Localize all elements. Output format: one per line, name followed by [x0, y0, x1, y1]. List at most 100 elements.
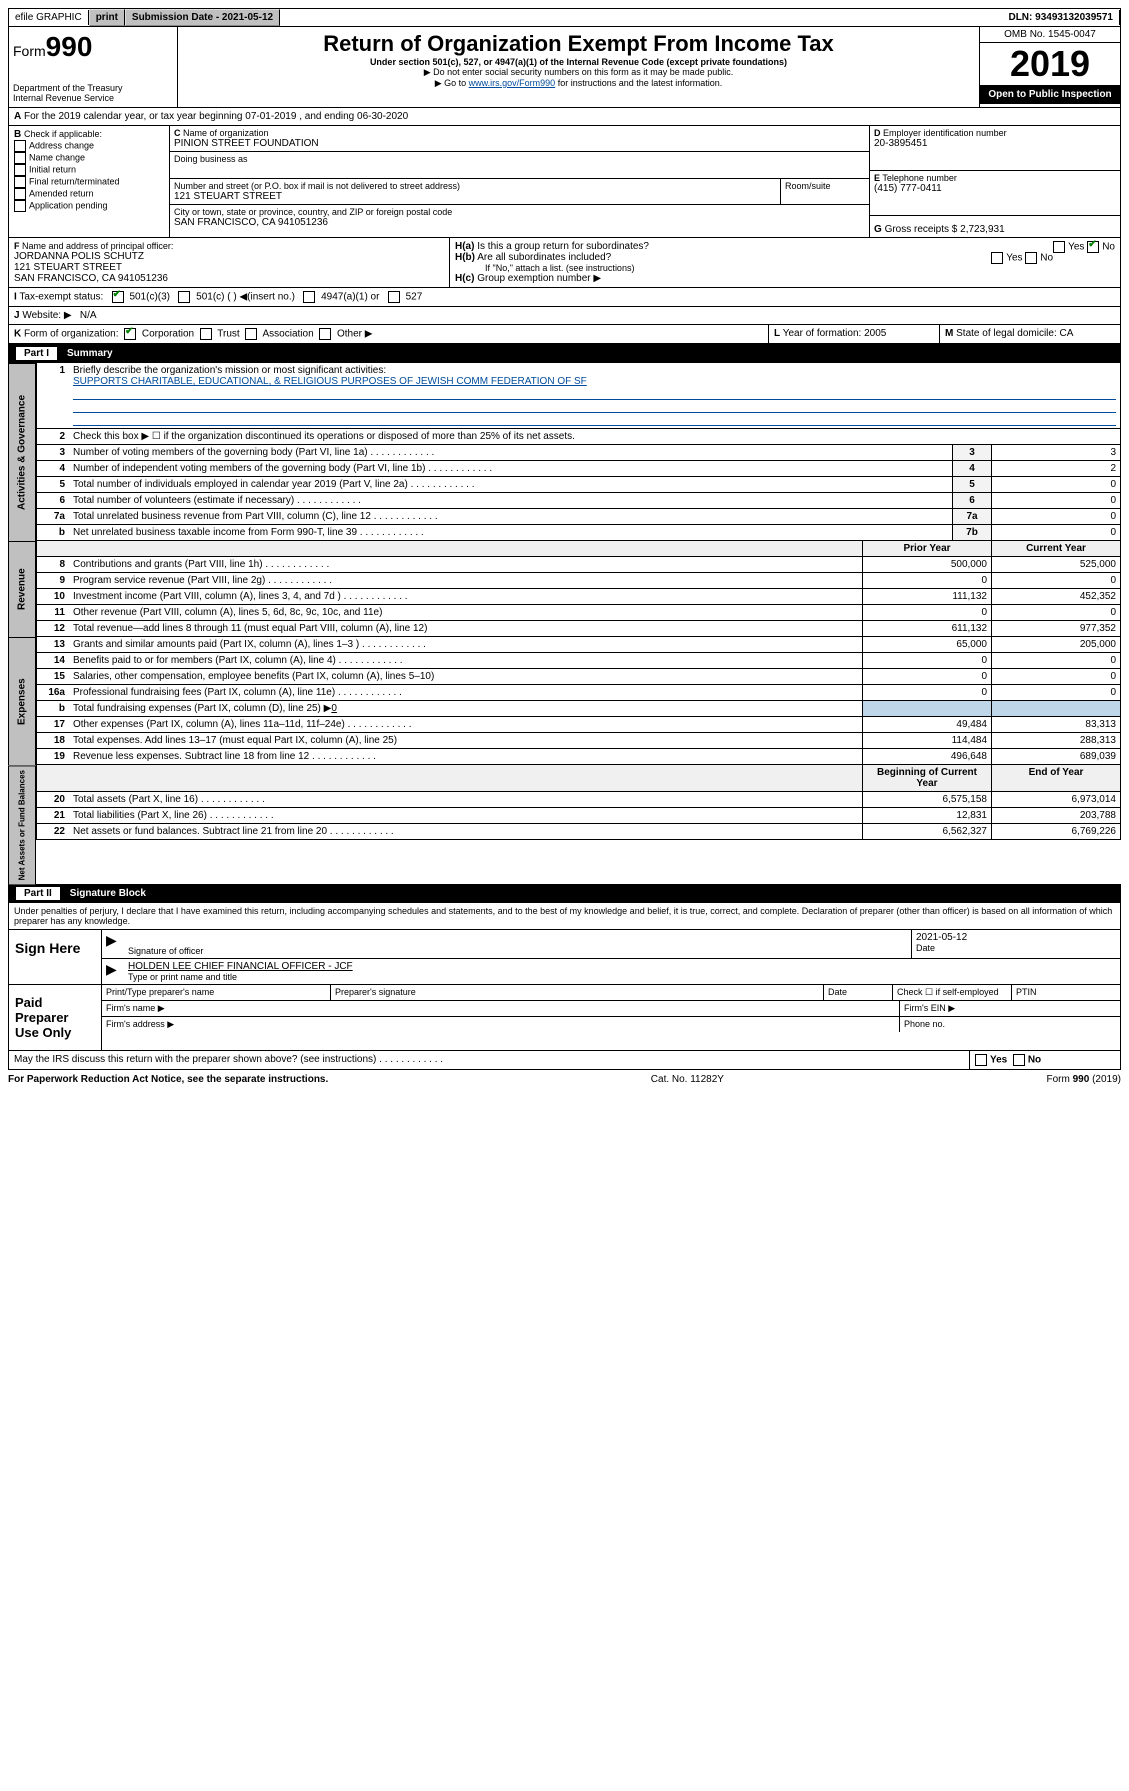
- perjury-text: Under penalties of perjury, I declare th…: [9, 903, 1120, 929]
- l4-label: Number of independent voting members of …: [69, 461, 953, 477]
- tab-revenue: Revenue: [8, 541, 36, 637]
- pra-notice: For Paperwork Reduction Act Notice, see …: [8, 1074, 328, 1085]
- hb-note: If "No," attach a list. (see instruction…: [455, 263, 1115, 273]
- application-pending-checkbox[interactable]: [14, 200, 26, 212]
- form-number: Form990: [13, 31, 173, 63]
- website-value: N/A: [80, 310, 97, 321]
- form-title: Return of Organization Exempt From Incom…: [182, 31, 975, 57]
- hc-label: Group exemption number ▶: [477, 273, 601, 284]
- tax-year: 2019: [980, 43, 1120, 85]
- netassets-table: Beginning of Current YearEnd of Year 20T…: [36, 765, 1121, 840]
- l4-value: 2: [992, 461, 1121, 477]
- discuss-yes-checkbox[interactable]: [975, 1054, 987, 1066]
- discuss-label: May the IRS discuss this return with the…: [14, 1054, 443, 1065]
- corporation-checkbox[interactable]: [124, 328, 136, 340]
- association-checkbox[interactable]: [245, 328, 257, 340]
- efile-label: efile GRAPHIC: [9, 10, 89, 25]
- submission-date-button[interactable]: Submission Date - 2021-05-12: [125, 9, 280, 26]
- phone-value: (415) 777-0411: [874, 183, 1116, 194]
- sign-here-block: Sign Here ▶ Signature of officer 2021-05…: [8, 930, 1121, 985]
- preparer-name-label: Print/Type preparer's name: [102, 985, 331, 1000]
- other-checkbox[interactable]: [319, 328, 331, 340]
- officer-label: Name and address of principal officer:: [22, 241, 173, 251]
- l3-value: 3: [992, 445, 1121, 461]
- page-footer: For Paperwork Reduction Act Notice, see …: [8, 1070, 1121, 1085]
- city-label: City or town, state or province, country…: [174, 207, 865, 217]
- mission-text: SUPPORTS CHARITABLE, EDUCATIONAL, & RELI…: [73, 376, 587, 387]
- hb-yes-checkbox[interactable]: [991, 252, 1003, 264]
- tab-expenses: Expenses: [8, 637, 36, 765]
- ha-yes-checkbox[interactable]: [1053, 241, 1065, 253]
- sig-date-label: Date: [916, 943, 1116, 953]
- l7b-label: Net unrelated business taxable income fr…: [69, 525, 953, 541]
- discuss-no-checkbox[interactable]: [1013, 1054, 1025, 1066]
- typed-name: HOLDEN LEE CHIEF FINANCIAL OFFICER - JCF: [128, 961, 1116, 972]
- name-change-checkbox[interactable]: [14, 152, 26, 164]
- boy-header: Beginning of Current Year: [863, 765, 992, 792]
- print-button[interactable]: print: [89, 9, 125, 26]
- l1-label: Briefly describe the organization's miss…: [73, 365, 386, 376]
- 501c-checkbox[interactable]: [178, 291, 190, 303]
- self-employed-label: Check ☐ if self-employed: [893, 985, 1012, 1000]
- city-state-zip: SAN FRANCISCO, CA 941051236: [174, 217, 865, 228]
- section-j: J Website: ▶ N/A: [8, 307, 1121, 325]
- year-formation-value: 2005: [864, 328, 886, 339]
- address-change-checkbox[interactable]: [14, 140, 26, 152]
- firm-phone-label: Phone no.: [900, 1017, 1120, 1032]
- l6-label: Total number of volunteers (estimate if …: [69, 493, 953, 509]
- street-address: 121 STEUART STREET: [174, 191, 776, 202]
- b-label: Check if applicable:: [24, 129, 102, 139]
- spacer: [280, 16, 1002, 20]
- subtitle-2: ▶ Do not enter social security numbers o…: [182, 67, 975, 78]
- form-id: Form 990 (2019): [1047, 1074, 1121, 1085]
- dln-label: DLN: 93493132039571: [1002, 10, 1120, 25]
- l5-value: 0: [992, 477, 1121, 493]
- paid-preparer-label: Paid Preparer Use Only: [9, 985, 102, 1050]
- revenue-table: Prior YearCurrent Year 8Contributions an…: [36, 541, 1121, 637]
- ha-no-checkbox[interactable]: [1087, 241, 1099, 253]
- 527-checkbox[interactable]: [388, 291, 400, 303]
- state-domicile-value: CA: [1060, 328, 1074, 339]
- tab-activities: Activities & Governance: [8, 363, 36, 541]
- addr-label: Number and street (or P.O. box if mail i…: [174, 181, 776, 191]
- amended-return-checkbox[interactable]: [14, 188, 26, 200]
- arrow-icon: ▶: [102, 959, 124, 984]
- officer-addr2: SAN FRANCISCO, CA 941051236: [14, 273, 444, 284]
- eoy-header: End of Year: [992, 765, 1121, 792]
- open-to-public: Open to Public Inspection: [980, 85, 1120, 104]
- firm-addr-label: Firm's address ▶: [102, 1017, 900, 1032]
- dept-label: Department of the Treasury Internal Reve…: [13, 83, 173, 103]
- officer-addr1: 121 STEUART STREET: [14, 262, 444, 273]
- l3-label: Number of voting members of the governin…: [69, 445, 953, 461]
- c-name-label: Name of organization: [183, 128, 269, 138]
- sign-here-label: Sign Here: [9, 930, 102, 984]
- tab-netassets: Net Assets or Fund Balances: [8, 765, 36, 884]
- section-bcdeg: B Check if applicable: Address change Na…: [8, 126, 1121, 238]
- ptin-label: PTIN: [1012, 985, 1120, 1000]
- trust-checkbox[interactable]: [200, 328, 212, 340]
- l7a-label: Total unrelated business revenue from Pa…: [69, 509, 953, 525]
- officer-name: JORDANNA POLIS SCHUTZ: [14, 251, 444, 262]
- initial-return-checkbox[interactable]: [14, 164, 26, 176]
- sig-date: 2021-05-12: [916, 932, 1116, 943]
- section-klm: K Form of organization: Corporation Trus…: [8, 325, 1121, 344]
- subtitle-1: Under section 501(c), 527, or 4947(a)(1)…: [182, 57, 975, 67]
- gross-receipts-label: Gross receipts $: [885, 224, 958, 235]
- summary-activities-table: 1 Briefly describe the organization's mi…: [36, 363, 1121, 541]
- ein-label: Employer identification number: [883, 128, 1007, 138]
- ha-label: Is this a group return for subordinates?: [477, 241, 649, 252]
- l6-value: 0: [992, 493, 1121, 509]
- firm-name-label: Firm's name ▶: [102, 1001, 900, 1016]
- expenses-table: 13Grants and similar amounts paid (Part …: [36, 637, 1121, 765]
- instructions-link[interactable]: www.irs.gov/Form990: [469, 78, 556, 88]
- gross-receipts-value: 2,723,931: [960, 224, 1005, 235]
- hb-no-checkbox[interactable]: [1025, 252, 1037, 264]
- preparer-date-label: Date: [824, 985, 893, 1000]
- 4947-checkbox[interactable]: [303, 291, 315, 303]
- org-name: PINION STREET FOUNDATION: [174, 138, 865, 149]
- l2-label: Check this box ▶ ☐ if the organization d…: [69, 429, 1121, 445]
- final-return-checkbox[interactable]: [14, 176, 26, 188]
- l16b-value: 0: [331, 703, 337, 714]
- 501c3-checkbox[interactable]: [112, 291, 124, 303]
- hb-label: Are all subordinates included?: [477, 252, 611, 263]
